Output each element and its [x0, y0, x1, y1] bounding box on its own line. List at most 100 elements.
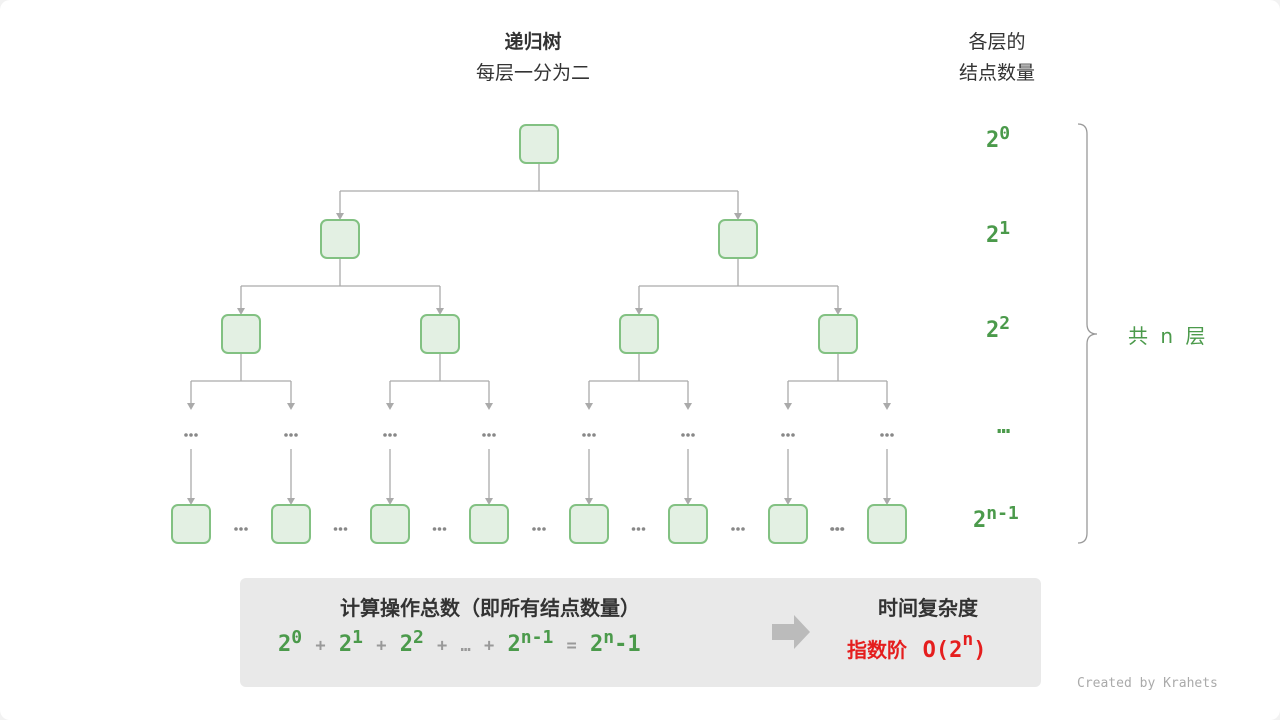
diagram-subtitle: 每层一分为二	[475, 62, 590, 84]
tree-node	[718, 219, 758, 259]
arrow-head	[386, 498, 394, 505]
tree-node	[668, 504, 708, 544]
arrow-head	[635, 308, 643, 315]
ellipsis-dot	[289, 433, 293, 437]
tree-node	[619, 314, 659, 354]
arrow-head	[386, 403, 394, 410]
ellipsis-dot	[482, 433, 486, 437]
arrow-head	[287, 403, 295, 410]
arrow-head	[883, 498, 891, 505]
tree-node	[519, 124, 559, 164]
tree-node	[370, 504, 410, 544]
ellipsis-dot	[492, 433, 496, 437]
ellipsis-dot	[587, 433, 591, 437]
tree-node	[818, 314, 858, 354]
tree-node	[469, 504, 509, 544]
arrow-head	[834, 308, 842, 315]
ellipsis-dot	[393, 433, 397, 437]
tree-node	[569, 504, 609, 544]
arrow-head	[883, 403, 891, 410]
ellipsis-dot	[542, 527, 546, 531]
arrow-head	[585, 498, 593, 505]
arrow-head	[287, 498, 295, 505]
arrow-head	[237, 308, 245, 315]
ellipsis-dot	[532, 527, 536, 531]
tree-node	[271, 504, 311, 544]
ellipsis-dot	[686, 433, 690, 437]
arrow-head	[336, 213, 344, 220]
ellipsis-dot	[189, 433, 193, 437]
tree-node	[420, 314, 460, 354]
ellipsis-dot	[592, 433, 596, 437]
level-count-0: 20	[986, 123, 1011, 154]
arrow-head	[784, 403, 792, 410]
arrow-head	[734, 213, 742, 220]
ellipsis-dot	[890, 433, 894, 437]
complexity-title: 时间复杂度	[878, 596, 978, 620]
summary-panel: 计算操作总数（即所有结点数量） 20 + 21 + 22 + … + 2n-1 …	[240, 578, 1041, 687]
tree-node	[768, 504, 808, 544]
arrow-head	[187, 498, 195, 505]
side-header-line1: 各层的	[968, 31, 1026, 53]
arrow-head	[684, 403, 692, 410]
ellipsis-dot	[781, 433, 785, 437]
arrow-head	[485, 498, 493, 505]
arrow-right-icon	[772, 615, 810, 649]
ellipsis-dot	[691, 433, 695, 437]
ellipsis-dot	[582, 433, 586, 437]
tree-node	[221, 314, 261, 354]
level-count-2: 22	[986, 313, 1011, 344]
arrow-head	[684, 498, 692, 505]
arrow-head	[187, 403, 195, 410]
ellipsis-dot	[731, 527, 735, 531]
ellipsis-dot	[885, 433, 889, 437]
ellipsis-dot	[333, 527, 338, 531]
ellipsis-dot	[234, 527, 238, 531]
ellipsis-dot	[194, 433, 198, 437]
ellipsis-dot	[791, 433, 795, 437]
arrow-head	[436, 308, 444, 315]
ellipsis-dot	[239, 527, 243, 531]
ellipsis-dot	[786, 433, 790, 437]
ellipsis-dot	[284, 433, 288, 437]
arrow-head	[585, 403, 593, 410]
ellipsis-dot	[681, 433, 685, 437]
ellipsis-dot	[641, 527, 646, 531]
ellipsis-dot	[537, 527, 541, 531]
diagram-title: 递归树	[504, 31, 562, 53]
arrow-head	[784, 498, 792, 505]
ellipsis-dot	[437, 527, 442, 531]
ellipsis-dot	[383, 433, 387, 437]
level-count-ellipsis: …	[997, 414, 1011, 439]
tree-node	[867, 504, 907, 544]
ellipsis-dot	[631, 527, 636, 531]
summary-formula: 20 + 21 + 22 + … + 2n-1 = 2n-1	[278, 627, 641, 658]
ellipsis-dot	[835, 527, 839, 531]
ellipsis-dot	[487, 433, 491, 437]
tree-node	[171, 504, 211, 544]
tree-node	[320, 219, 360, 259]
ellipsis-dot	[880, 433, 884, 437]
ellipsis-dot	[636, 527, 641, 531]
ellipsis-dot	[741, 527, 745, 531]
brace-label: 共 n 层	[1128, 324, 1206, 348]
ellipsis-dot	[830, 527, 834, 531]
side-header-line2: 结点数量	[958, 62, 1035, 84]
complexity-value: 指数阶 O(2n)	[847, 629, 987, 664]
ellipsis-dot	[442, 527, 447, 531]
ellipsis-dot	[338, 527, 343, 531]
ellipsis-dot	[736, 527, 740, 531]
ellipsis-dot	[432, 527, 437, 531]
ellipsis-dot	[184, 433, 188, 437]
ellipsis-dot	[244, 527, 248, 531]
summary-title: 计算操作总数（即所有结点数量）	[340, 596, 640, 620]
ellipsis-dot	[388, 433, 392, 437]
curly-brace	[1077, 123, 1098, 544]
credit-text: Created by Krahets	[1077, 676, 1218, 691]
ellipsis-dot	[294, 433, 298, 437]
arrow-head	[485, 403, 493, 410]
ellipsis-dot	[840, 527, 844, 531]
ellipsis-dot	[343, 527, 348, 531]
